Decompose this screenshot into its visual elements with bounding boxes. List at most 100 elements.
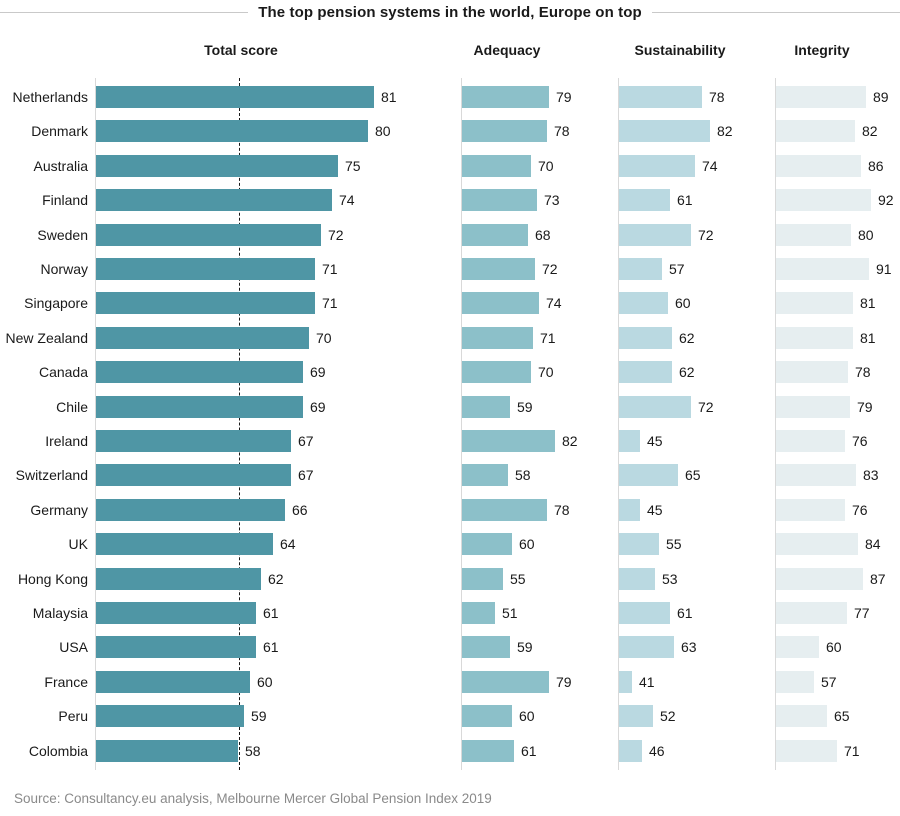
sustainability-bar <box>619 671 632 693</box>
total-score-bar <box>96 430 291 452</box>
sustainability-bar <box>619 602 670 624</box>
total-score-bar <box>96 189 332 211</box>
adequacy-bar <box>462 155 531 177</box>
country-label: Peru <box>58 708 88 724</box>
integrity-bar <box>776 292 853 314</box>
sustainability-bar <box>619 464 678 486</box>
source-note: Source: Consultancy.eu analysis, Melbour… <box>14 791 492 806</box>
country-label: France <box>44 674 88 690</box>
bar-value-label: 69 <box>310 399 326 415</box>
sustainability-bar <box>619 396 691 418</box>
bar-value-label: 61 <box>263 605 279 621</box>
bar-value-label: 72 <box>698 227 714 243</box>
bar-value-label: 76 <box>852 502 868 518</box>
bar-value-label: 70 <box>538 364 554 380</box>
total-score-bar <box>96 740 238 762</box>
total-score-bar <box>96 258 315 280</box>
sustainability-bar <box>619 120 710 142</box>
bar-value-label: 58 <box>515 467 531 483</box>
integrity-bar <box>776 499 845 521</box>
sustainability-bar <box>619 292 668 314</box>
bar-value-label: 75 <box>345 158 361 174</box>
title-rule-left <box>0 12 249 13</box>
total-score-bar <box>96 499 285 521</box>
adequacy-bar <box>462 224 528 246</box>
total-score-bar <box>96 86 374 108</box>
bar-value-label: 69 <box>310 364 326 380</box>
integrity-bar <box>776 120 855 142</box>
sustainability-bar <box>619 740 642 762</box>
column-header-adequacy: Adequacy <box>473 42 541 58</box>
integrity-bar <box>776 464 856 486</box>
bar-value-label: 41 <box>639 674 655 690</box>
bar-value-label: 82 <box>862 123 878 139</box>
integrity-bar <box>776 155 861 177</box>
country-label: Chile <box>56 399 88 415</box>
bar-value-label: 74 <box>702 158 718 174</box>
adequacy-bar <box>462 499 547 521</box>
adequacy-bar <box>462 361 531 383</box>
adequacy-bar <box>462 396 510 418</box>
chart-title: The top pension systems in the world, Eu… <box>258 4 642 21</box>
country-label: Finland <box>42 192 88 208</box>
sustainability-bar <box>619 636 674 658</box>
sustainability-bar <box>619 189 670 211</box>
country-label: Switzerland <box>15 467 88 483</box>
total-score-bar <box>96 464 291 486</box>
bar-value-label: 70 <box>538 158 554 174</box>
bar-value-label: 70 <box>316 330 332 346</box>
integrity-bar <box>776 671 814 693</box>
integrity-bar <box>776 327 853 349</box>
bar-value-label: 71 <box>540 330 556 346</box>
country-label: Malaysia <box>32 605 88 621</box>
bar-value-label: 60 <box>519 536 535 552</box>
bar-value-label: 61 <box>677 192 693 208</box>
bar-value-label: 64 <box>280 536 296 552</box>
bar-value-label: 60 <box>826 639 842 655</box>
total-score-bar <box>96 396 303 418</box>
adequacy-bar <box>462 602 495 624</box>
bar-value-label: 68 <box>535 227 551 243</box>
bar-value-label: 60 <box>519 708 535 724</box>
bar-value-label: 55 <box>666 536 682 552</box>
bar-value-label: 74 <box>339 192 355 208</box>
country-label: Germany <box>30 502 88 518</box>
sustainability-bar <box>619 258 662 280</box>
bar-value-label: 91 <box>876 261 892 277</box>
integrity-bar <box>776 86 866 108</box>
sustainability-bar <box>619 705 653 727</box>
adequacy-bar <box>462 464 508 486</box>
bar-value-label: 79 <box>857 399 873 415</box>
adequacy-bar <box>462 120 547 142</box>
total-score-bar <box>96 533 273 555</box>
integrity-bar <box>776 396 850 418</box>
column-header-integrity: Integrity <box>794 42 850 58</box>
country-label: Hong Kong <box>17 571 88 587</box>
bar-value-label: 81 <box>860 330 876 346</box>
bar-value-label: 57 <box>669 261 685 277</box>
bar-value-label: 51 <box>502 605 518 621</box>
adequacy-bar <box>462 671 549 693</box>
title-row: The top pension systems in the world, Eu… <box>0 4 900 21</box>
bar-value-label: 82 <box>562 433 578 449</box>
bar-value-label: 71 <box>322 261 338 277</box>
sustainability-bar <box>619 533 659 555</box>
country-label: USA <box>59 639 88 655</box>
adequacy-bar <box>462 568 503 590</box>
bar-value-label: 46 <box>649 743 665 759</box>
total-score-axis-line <box>95 78 96 770</box>
adequacy-bar <box>462 189 537 211</box>
country-label: New Zealand <box>5 330 89 346</box>
bar-value-label: 67 <box>298 433 314 449</box>
bar-value-label: 79 <box>556 674 572 690</box>
bar-value-label: 81 <box>381 89 397 105</box>
sustainability-bar <box>619 430 640 452</box>
adequacy-bar <box>462 292 539 314</box>
integrity-bar <box>776 189 871 211</box>
total-score-bar <box>96 602 256 624</box>
bar-value-label: 83 <box>863 467 879 483</box>
integrity-bar <box>776 705 827 727</box>
adequacy-axis-line <box>461 78 462 770</box>
bar-value-label: 80 <box>375 123 391 139</box>
